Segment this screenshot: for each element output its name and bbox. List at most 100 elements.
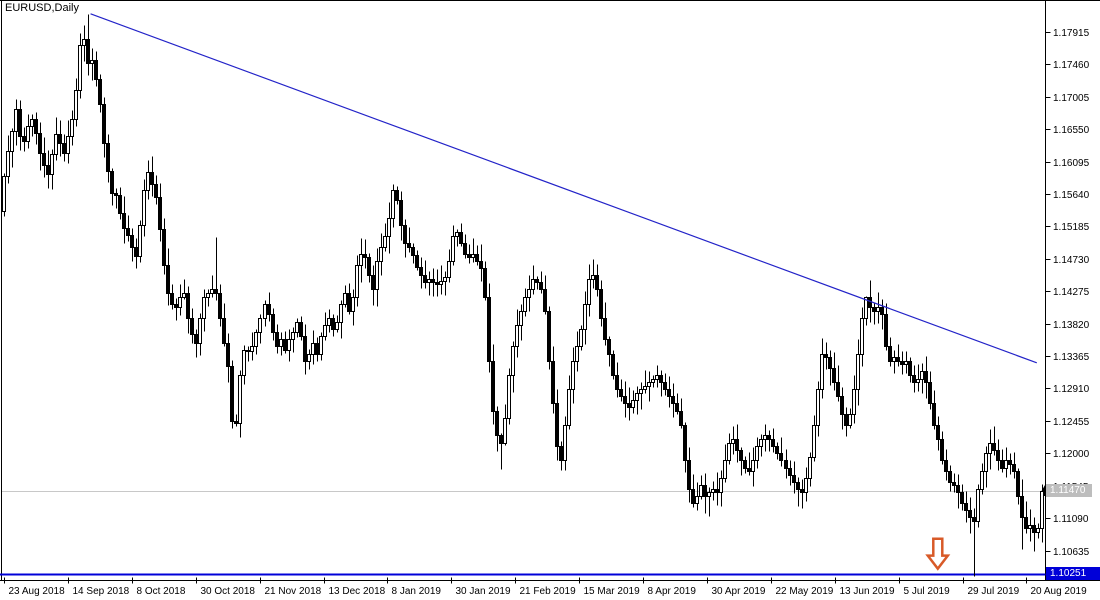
candle-body: [30, 119, 34, 127]
candle-body: [186, 293, 190, 319]
down-arrow-annotation[interactable]: [925, 537, 951, 571]
candle-body: [856, 354, 860, 390]
candle-body: [50, 154, 54, 175]
time-axis-label: 21 Nov 2018: [265, 586, 322, 597]
candle-body: [194, 334, 198, 344]
last-price-marker: [1041, 485, 1049, 497]
candle-body: [848, 414, 852, 426]
candle-body: [431, 279, 435, 283]
candle-body: [844, 414, 848, 426]
candle-body: [615, 375, 619, 390]
candle-body: [872, 307, 876, 312]
candle-body: [471, 254, 475, 258]
candle-body: [142, 190, 146, 226]
candle-body: [126, 228, 130, 236]
price-axis-label: 1.14730: [1053, 255, 1090, 266]
candle-body: [451, 236, 455, 262]
candle-body: [214, 289, 218, 294]
candle-body: [812, 425, 816, 458]
candle-body: [735, 439, 739, 451]
time-axis-label: 30 Oct 2018: [201, 586, 256, 597]
candle-body: [507, 375, 511, 419]
candle-body: [816, 389, 820, 426]
candle-body: [62, 143, 66, 154]
candle-body: [675, 403, 679, 412]
candle-body: [912, 375, 916, 383]
candle-body: [763, 435, 767, 440]
candle-body: [467, 254, 471, 258]
candle-body: [559, 446, 563, 461]
candle-body: [455, 232, 459, 237]
candle-body: [579, 329, 583, 347]
candle-body: [719, 478, 723, 493]
candle-body: [695, 496, 699, 504]
candle-body: [166, 265, 170, 294]
candle-body: [852, 389, 856, 415]
time-axis-label: 15 Mar 2019: [584, 586, 641, 597]
candle-body: [952, 482, 956, 486]
candle-body: [122, 213, 126, 229]
candle-body: [1024, 517, 1028, 529]
candle-body: [747, 468, 751, 472]
candle-body: [1032, 525, 1036, 533]
candle-body: [611, 354, 615, 376]
candle-body: [647, 382, 651, 387]
candle-body: [976, 489, 980, 522]
candle-body: [246, 350, 250, 352]
candle-body: [58, 134, 62, 144]
candle-body: [351, 297, 355, 312]
candle-body: [94, 60, 98, 80]
candle-body: [808, 457, 812, 479]
candle-body: [38, 133, 42, 154]
candle-body: [884, 314, 888, 347]
candle-body: [283, 339, 287, 351]
candle-body: [1036, 528, 1040, 533]
support-price-label: 1.10251: [1046, 567, 1100, 580]
candle-body: [860, 318, 864, 355]
candle-body: [287, 339, 291, 351]
candle-body: [671, 396, 675, 404]
candle-body: [154, 184, 158, 198]
candle-body: [587, 279, 591, 305]
time-axis-label: 8 Apr 2019: [648, 586, 697, 597]
candle-body: [988, 443, 992, 454]
candle-body: [800, 489, 804, 493]
candle-body: [968, 510, 972, 518]
candle-body: [595, 275, 599, 290]
price-axis-label: 1.16095: [1053, 158, 1090, 169]
price-axis-label: 1.17915: [1053, 28, 1090, 39]
candle-body: [928, 382, 932, 404]
candle-body: [114, 193, 118, 196]
candle-body: [347, 293, 351, 312]
time-axis-label: 21 Feb 2019: [520, 586, 577, 597]
candle-body: [924, 371, 928, 383]
price-axis-label: 1.17005: [1053, 93, 1090, 104]
candle-body: [419, 267, 423, 276]
candle-body: [102, 104, 106, 144]
price-axis-label: 1.12455: [1053, 417, 1090, 428]
price-axis-label: 1.13365: [1053, 352, 1090, 363]
candle-body: [427, 279, 431, 283]
candle-body: [226, 343, 230, 367]
candle-body: [355, 265, 359, 298]
candle-body: [1016, 471, 1020, 497]
candle-body: [78, 45, 82, 91]
candle-body: [691, 489, 695, 504]
candle-body: [743, 460, 747, 469]
candle-body: [936, 425, 940, 440]
candle-body: [335, 322, 339, 330]
candle-body: [323, 325, 327, 337]
candle-body: [483, 268, 487, 298]
candle-body: [603, 318, 607, 340]
candle-body: [399, 200, 403, 226]
candle-body: [491, 361, 495, 412]
candle-body: [784, 460, 788, 469]
trendline[interactable]: [90, 13, 1037, 364]
candle-body: [767, 435, 771, 440]
candle-body: [263, 304, 267, 319]
candle-body: [868, 297, 872, 308]
candle-body: [435, 282, 439, 285]
candle-body: [804, 478, 808, 493]
candle-body: [162, 229, 166, 266]
